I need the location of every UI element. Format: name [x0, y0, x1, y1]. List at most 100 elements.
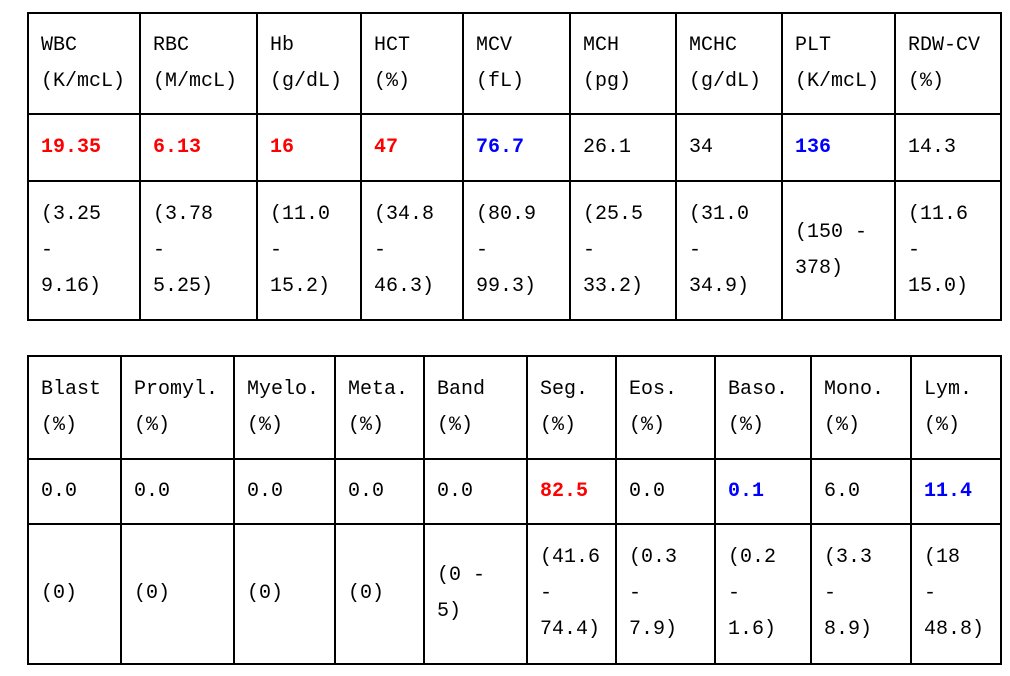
reference-range: (11.6 - 15.0) [894, 180, 1002, 321]
test-name: Myelo. [247, 377, 320, 401]
test-name: RDW-CV [908, 33, 981, 57]
reference-range: (11.0 - 15.2) [256, 180, 362, 321]
value-cell: 82.5 [526, 458, 617, 525]
test-unit: (M/mcL) [153, 69, 238, 93]
test-name: PLT [795, 33, 832, 57]
reference-range: (3.25 - 9.16) [27, 180, 141, 321]
value-row: 0.0 0.0 0.0 0.0 0.0 82.5 0.0 0.1 6.0 11.4 [27, 458, 1002, 525]
value-cell: 0.0 [120, 458, 235, 525]
reference-range: (0) [334, 523, 425, 665]
range-row: (3.25 - 9.16) (3.78 - 5.25) (11.0 - 15.2)(… [27, 180, 1002, 321]
test-unit: (%) [348, 413, 385, 437]
value-cell: 11.4 [910, 458, 1002, 525]
test-unit: (%) [41, 413, 78, 437]
test-unit: (%) [728, 413, 765, 437]
header-cell: PLT (K/mcL) [781, 12, 896, 115]
header-cell: MCHC (g/dL) [675, 12, 783, 115]
test-name: MCH [583, 33, 620, 57]
test-unit: (fL) [476, 69, 525, 93]
reference-range: (41.6 - 74.4) [526, 523, 617, 665]
header-cell: Eos. (%) [615, 355, 716, 460]
value-cell: 0.1 [714, 458, 812, 525]
reference-range: (0 - 5) [423, 523, 528, 665]
test-unit: (%) [437, 413, 474, 437]
test-unit: (%) [908, 69, 945, 93]
value-cell: 34 [675, 113, 783, 182]
test-name: Promyl. [134, 377, 219, 401]
header-cell: RDW-CV (%) [894, 12, 1002, 115]
header-cell: HCT (%) [360, 12, 464, 115]
header-cell: Lym. (%) [910, 355, 1002, 460]
test-unit: (%) [247, 413, 284, 437]
reference-range: (18 - 48.8) [910, 523, 1002, 665]
test-unit: (%) [629, 413, 666, 437]
reference-range: (0) [27, 523, 122, 665]
value-row: 19.35 6.13 16 47 76.7 26.1 34 136 14.3 [27, 113, 1002, 182]
value-cell: 76.7 [462, 113, 571, 182]
test-name: MCHC [689, 33, 738, 57]
test-name: Blast [41, 377, 102, 401]
header-cell: Myelo. (%) [233, 355, 336, 460]
value-cell: 6.0 [810, 458, 912, 525]
header-cell: RBC (M/mcL) [139, 12, 258, 115]
test-name: MCV [476, 33, 513, 57]
test-name: HCT [374, 33, 411, 57]
reference-range: (0) [233, 523, 336, 665]
value-cell: 14.3 [894, 113, 1002, 182]
reference-range: (25.5 - 33.2) [569, 180, 677, 321]
value-cell: 19.35 [27, 113, 141, 182]
header-cell: WBC (K/mcL) [27, 12, 141, 115]
test-unit: (g/dL) [689, 69, 762, 93]
test-name: Eos. [629, 377, 678, 401]
value-cell: 16 [256, 113, 362, 182]
value-cell: 0.0 [27, 458, 122, 525]
test-unit: (g/dL) [270, 69, 343, 93]
value-cell: 136 [781, 113, 896, 182]
header-cell: Seg. (%) [526, 355, 617, 460]
reference-range: (0.2 - 1.6) [714, 523, 812, 665]
value-cell: 0.0 [233, 458, 336, 525]
reference-range: (3.78 - 5.25) [139, 180, 258, 321]
test-name: Meta. [348, 377, 409, 401]
test-name: Baso. [728, 377, 789, 401]
header-cell: MCV (fL) [462, 12, 571, 115]
value-cell: 26.1 [569, 113, 677, 182]
test-unit: (%) [134, 413, 171, 437]
value-cell: 47 [360, 113, 464, 182]
reference-range: (0) [120, 523, 235, 665]
header-row: WBC (K/mcL) RBC (M/mcL) Hb (g/dL) HCT (%) MCV (fL… [27, 12, 1002, 115]
reference-range: (80.9 - 99.3) [462, 180, 571, 321]
reference-range: (31.0 - 34.9) [675, 180, 783, 321]
test-name: WBC [41, 33, 78, 57]
value-cell: 0.0 [334, 458, 425, 525]
test-unit: (%) [924, 413, 961, 437]
header-row: Blast (%) Promyl. (%) Myelo. (%) Meta. (%) Band (… [27, 355, 1002, 460]
test-name: Hb [270, 33, 295, 57]
test-name: Seg. [540, 377, 589, 401]
reference-range: (34.8 - 46.3) [360, 180, 464, 321]
test-unit: (%) [540, 413, 577, 437]
header-cell: Blast (%) [27, 355, 122, 460]
lab-table: WBC (K/mcL) RBC (M/mcL) Hb (g/dL) HCT (%) MCV (fL… [27, 12, 1002, 321]
reference-range: (150 - 378) [781, 180, 896, 321]
range-row: (0) (0) (0) (0) (0 - 5) (41.6 - 74.4) (0.3 - 7… [27, 523, 1002, 665]
header-cell: Mono. (%) [810, 355, 912, 460]
test-name: Mono. [824, 377, 885, 401]
test-unit: (K/mcL) [41, 69, 126, 93]
test-unit: (%) [824, 413, 861, 437]
test-unit: (pg) [583, 69, 632, 93]
reference-range: (3.3 - 8.9) [810, 523, 912, 665]
header-cell: Band (%) [423, 355, 528, 460]
test-unit: (K/mcL) [795, 69, 880, 93]
value-cell: 6.13 [139, 113, 258, 182]
reference-range: (0.3 - 7.9) [615, 523, 716, 665]
header-cell: Promyl. (%) [120, 355, 235, 460]
test-name: Lym. [924, 377, 973, 401]
test-name: Band [437, 377, 486, 401]
header-cell: MCH (pg) [569, 12, 677, 115]
test-unit: (%) [374, 69, 411, 93]
test-name: RBC [153, 33, 190, 57]
header-cell: Hb (g/dL) [256, 12, 362, 115]
lab-table: Blast (%) Promyl. (%) Myelo. (%) Meta. (%) Band (… [27, 355, 1002, 665]
